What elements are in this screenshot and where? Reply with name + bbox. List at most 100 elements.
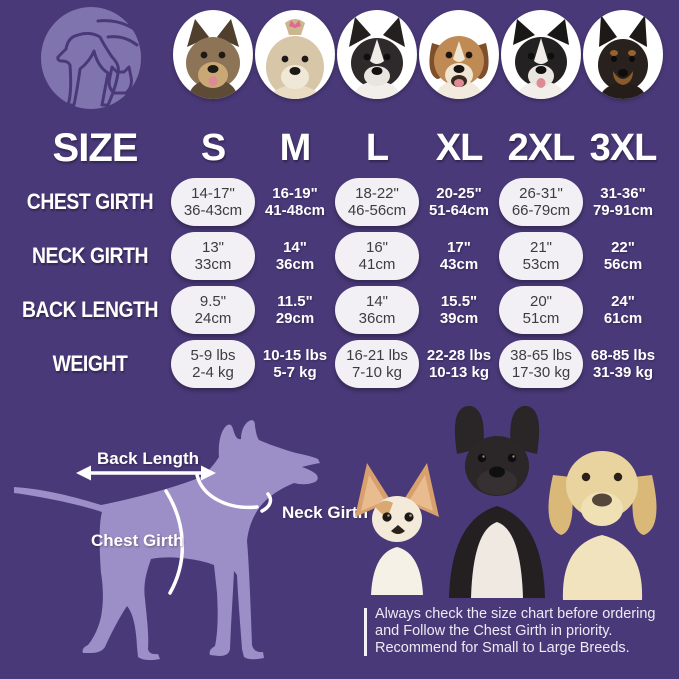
- table-cell: 20-25" 51-64cm: [417, 178, 501, 226]
- size-col-s: S: [200, 126, 226, 169]
- dog-cat-logo-icon: [41, 7, 141, 109]
- back-length-label: Back Length: [96, 449, 200, 468]
- size-col-xl: XL: [435, 126, 484, 169]
- chest-girth-label: Chest Girth: [91, 531, 184, 550]
- chihuahua-photo: [355, 463, 439, 595]
- table-cell: 22-28 lbs 10-13 kg: [417, 340, 501, 388]
- cell-line: 53cm: [522, 256, 560, 273]
- table-cell: 5-9 lbs 2-4 kg: [171, 340, 255, 388]
- cell-line: 66-79cm: [511, 202, 571, 219]
- french-bulldog-photo: [449, 405, 545, 598]
- cell-line: 61cm: [603, 310, 643, 327]
- border-collie-photo: [501, 10, 581, 99]
- doberman-icon: [598, 15, 648, 99]
- chest-girth-curve: [164, 489, 185, 595]
- cell-line: 17-30 kg: [511, 364, 571, 381]
- cell-line: 16-19": [272, 185, 318, 202]
- arrow-head-left: [76, 465, 91, 481]
- size-col-3xl: 3XL: [589, 126, 658, 169]
- table-cell: 68-85 lbs 31-39 kg: [581, 340, 665, 388]
- table-cell: 16-21 lbs 7-10 kg: [335, 340, 419, 388]
- yorkshire-terrier-icon: [186, 19, 240, 99]
- cell-line: 9.5": [199, 293, 227, 310]
- neck-girth-curve: [195, 473, 259, 510]
- cell-line: 22-28 lbs: [426, 347, 492, 364]
- cell-line: 41cm: [358, 256, 396, 273]
- table-cell: 38-65 lbs 17-30 kg: [499, 340, 583, 388]
- cell-line: 26-31": [519, 185, 563, 202]
- cell-line: 20": [529, 293, 552, 310]
- row-label-chest-girth: CHEST GIRTH: [26, 189, 154, 214]
- cell-line: 20-25": [436, 185, 482, 202]
- row-label-neck-girth: NECK GIRTH: [31, 243, 149, 268]
- row-label-back-length: BACK LENGTH: [21, 297, 159, 322]
- table-cell: 17" 43cm: [417, 232, 501, 280]
- table-cell: 16" 41cm: [335, 232, 419, 280]
- cell-line: 24cm: [194, 310, 232, 327]
- cell-line: 13": [201, 239, 224, 256]
- cell-line: 31-36": [600, 185, 646, 202]
- table-cell: 22" 56cm: [581, 232, 665, 280]
- cell-line: 41-48cm: [264, 202, 326, 219]
- cell-line: 17": [447, 239, 471, 256]
- table-cell: 21" 53cm: [499, 232, 583, 280]
- arrow-head-right: [201, 465, 216, 481]
- cell-line: 36cm: [358, 310, 396, 327]
- note-line: Recommend for Small to Large Breeds.: [375, 640, 630, 656]
- cell-line: 14": [365, 293, 388, 310]
- cell-line: 79-91cm: [592, 202, 654, 219]
- table-cell: 15.5" 39cm: [417, 286, 501, 334]
- table-cell: 11.5" 29cm: [253, 286, 337, 334]
- table-cell: 14-17" 36-43cm: [171, 178, 255, 226]
- cell-line: 68-85 lbs: [590, 347, 656, 364]
- table-cell: 10-15 lbs 5-7 kg: [253, 340, 337, 388]
- cell-line: 14-17": [191, 185, 235, 202]
- note-line: Always check the size chart before order…: [375, 606, 656, 622]
- cell-line: 10-15 lbs: [262, 347, 328, 364]
- cell-line: 36cm: [275, 256, 315, 273]
- beagle-icon: [429, 36, 489, 99]
- note-text: Always check the size chart before order…: [375, 606, 663, 657]
- table-cell: 20" 51cm: [499, 286, 583, 334]
- cell-line: 43cm: [439, 256, 479, 273]
- table-cell: 18-22" 46-56cm: [335, 178, 419, 226]
- cell-line: 16-21 lbs: [346, 347, 408, 364]
- neck-girth-label: Neck Girth: [282, 503, 368, 522]
- table-cell: 13" 33cm: [171, 232, 255, 280]
- shih-tzu-photo: [255, 10, 335, 99]
- shih-tzu-icon: [266, 19, 324, 99]
- boston-terrier-icon: [349, 17, 405, 99]
- note-accent-bar: [364, 608, 367, 656]
- dog-measurement-diagram: [14, 420, 320, 661]
- cell-line: 51cm: [522, 310, 560, 327]
- cell-line: 29cm: [275, 310, 315, 327]
- cell-line: 56cm: [603, 256, 643, 273]
- cell-line: 33cm: [194, 256, 232, 273]
- cell-line: 5-9 lbs: [190, 347, 236, 364]
- size-col-l: L: [365, 126, 389, 169]
- table-cell: 14" 36cm: [253, 232, 337, 280]
- cell-line: 51-64cm: [428, 202, 490, 219]
- border-collie-icon: [513, 19, 569, 99]
- cell-line: 31-39 kg: [592, 364, 654, 381]
- cell-line: 21": [529, 239, 552, 256]
- note-line: and Follow the Chest Girth in priority.: [375, 623, 613, 639]
- row-label-weight: WEIGHT: [52, 351, 128, 376]
- beagle-photo: [419, 10, 499, 99]
- boston-terrier-photo: [337, 10, 417, 99]
- cell-line: 10-13 kg: [428, 364, 490, 381]
- cell-line: 15.5": [440, 293, 478, 310]
- size-header-label: SIZE: [52, 125, 139, 170]
- cell-line: 5-7 kg: [273, 364, 317, 381]
- table-cell: 26-31" 66-79cm: [499, 178, 583, 226]
- cell-line: 7-10 kg: [351, 364, 403, 381]
- table-cell: 14" 36cm: [335, 286, 419, 334]
- table-cell: 31-36" 79-91cm: [581, 178, 665, 226]
- size-col-2xl: 2XL: [507, 126, 576, 169]
- yorkshire-terrier-photo: [173, 10, 253, 99]
- cell-line: 14": [283, 239, 307, 256]
- dog-silhouette: [14, 420, 320, 661]
- cell-line: 39cm: [439, 310, 479, 327]
- cell-line: 2-4 kg: [192, 364, 234, 381]
